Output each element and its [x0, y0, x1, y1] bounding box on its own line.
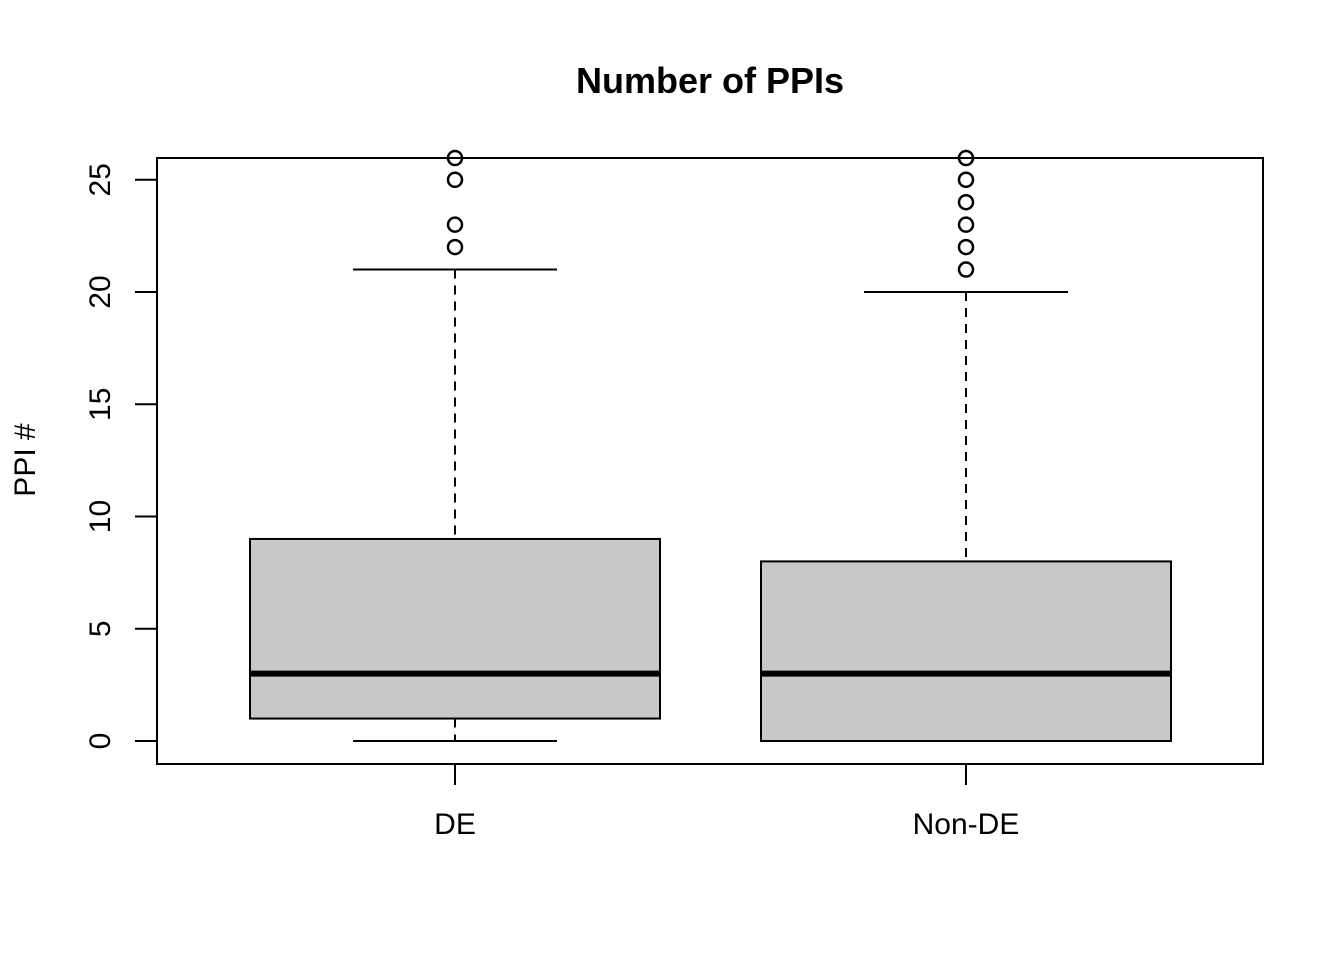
box-de: [249, 149, 661, 742]
outlier-point: [446, 216, 464, 233]
y-tick-label: 15: [84, 388, 117, 421]
chart-title: Number of PPIs: [576, 60, 844, 101]
y-tick-label: 0: [84, 733, 117, 750]
x-tick-label: DE: [434, 808, 476, 841]
y-axis: 0 5 10 15 20 25: [84, 163, 158, 750]
x-tick-label: Non-DE: [913, 808, 1020, 841]
iqr-box: [249, 537, 661, 720]
outlier-point: [446, 238, 464, 256]
outlier-point: [957, 193, 975, 211]
outlier-point: [446, 149, 464, 167]
boxes-group: [249, 149, 1172, 743]
iqr-box: [760, 560, 1172, 743]
outlier-point: [957, 171, 975, 188]
x-axis: DE Non-DE: [434, 763, 1020, 841]
y-tick-label: 10: [84, 500, 117, 533]
y-tick-label: 20: [84, 275, 117, 308]
outlier-point: [957, 261, 975, 278]
y-axis-label: PPI #: [9, 423, 42, 497]
outlier-point: [446, 171, 464, 188]
y-tick-label: 5: [84, 620, 117, 637]
outlier-point: [957, 216, 975, 233]
y-tick-label: 25: [84, 163, 117, 196]
box-non-de: [760, 149, 1172, 743]
outlier-point: [957, 149, 975, 167]
outlier-point: [957, 238, 975, 256]
